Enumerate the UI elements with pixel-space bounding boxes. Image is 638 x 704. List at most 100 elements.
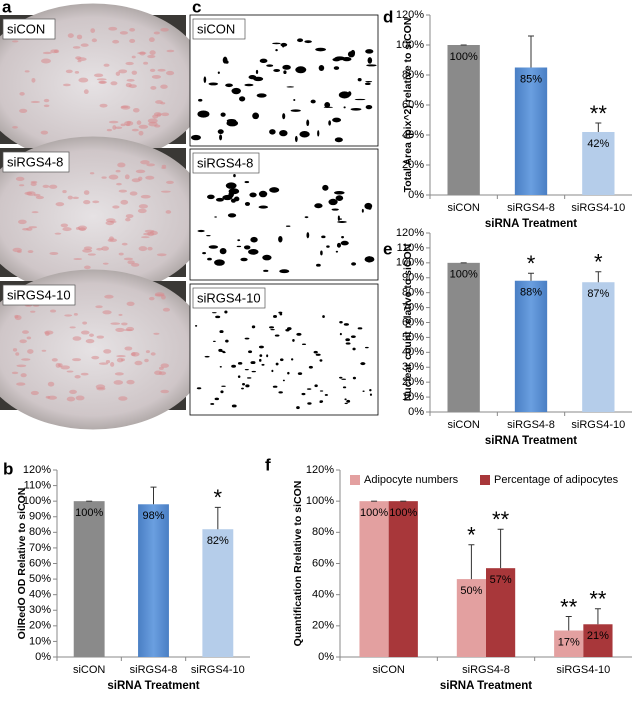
cell [102,262,109,265]
blob [306,232,310,239]
y-tick-label: 0% [318,651,334,663]
blob [306,388,312,390]
cell [125,214,134,219]
blob [237,362,243,365]
blob [367,57,373,64]
bar [583,624,613,657]
panel-letter: e [383,239,392,258]
blob [204,355,210,358]
error-bar [468,544,475,580]
x-tick-label: siCON [73,664,105,676]
cell [116,182,122,186]
cell [87,253,96,256]
blob [233,173,236,178]
bar [138,504,169,657]
cell [76,34,83,40]
cell [80,330,90,335]
cell [44,330,54,335]
cell [140,194,151,199]
cell [161,294,166,300]
blob [217,129,224,135]
cell [117,162,126,168]
cell [158,366,164,370]
cell [121,242,128,246]
blob [301,392,306,396]
blob [337,215,340,221]
panel-letter: c [192,0,201,16]
cell [143,232,151,236]
blob [272,385,278,388]
dish [0,269,209,430]
cell [69,389,77,394]
cell [30,100,41,104]
x-axis-title: siRNA Treatment [485,435,577,447]
cell [92,200,100,204]
cell [72,358,82,362]
blob [197,110,210,118]
blob [344,402,348,405]
cell [35,195,44,200]
cell [72,46,81,49]
panel-letter: b [3,459,13,478]
blob [350,335,356,338]
blob [308,365,313,369]
cell [110,362,115,367]
blob [219,365,222,368]
legend-swatch [350,475,360,485]
image-label: siRGS4-10 [197,290,261,305]
cell [151,74,162,79]
x-tick-label: siRGS4-10 [571,419,625,431]
blob [322,315,325,319]
cell [152,114,159,119]
cell [19,108,28,113]
error-bar [594,608,601,625]
cell [131,178,141,183]
blob [227,213,237,218]
value-label: 85% [520,73,542,85]
image-label: siRGS4-8 [7,154,63,169]
blob [212,340,216,342]
blob [266,354,269,358]
cell [31,77,36,83]
blob [210,403,215,405]
cell [118,396,128,401]
cell [96,335,105,339]
blob [347,91,352,97]
cell [126,379,135,385]
blob [241,387,244,390]
blob [250,236,258,243]
cell [90,28,96,33]
cell [143,61,149,65]
blob [346,399,351,403]
cell [41,58,51,64]
y-tick-label: 90% [29,511,51,523]
blob [361,208,364,213]
cell [16,382,26,386]
y-tick-label: 80% [29,526,51,538]
blob [315,47,327,52]
blob [336,242,342,248]
blob [338,91,351,99]
cell [140,160,150,165]
cell [15,176,25,181]
cell [118,189,127,193]
cell [145,350,150,354]
blob [306,119,310,127]
significance: * [214,485,223,510]
cell [136,120,142,125]
cell [69,326,76,329]
blob [345,342,351,345]
cell [50,49,59,54]
cell [63,83,71,87]
blob [319,401,323,403]
cell [124,120,134,126]
blob [367,256,371,263]
y-tick-label: 50% [402,331,424,343]
cell [43,104,50,108]
cell [31,211,39,214]
cell [43,98,50,103]
cell [55,202,65,207]
blob [222,56,228,64]
blob [231,404,237,408]
y-tick-label: 80% [402,287,424,299]
